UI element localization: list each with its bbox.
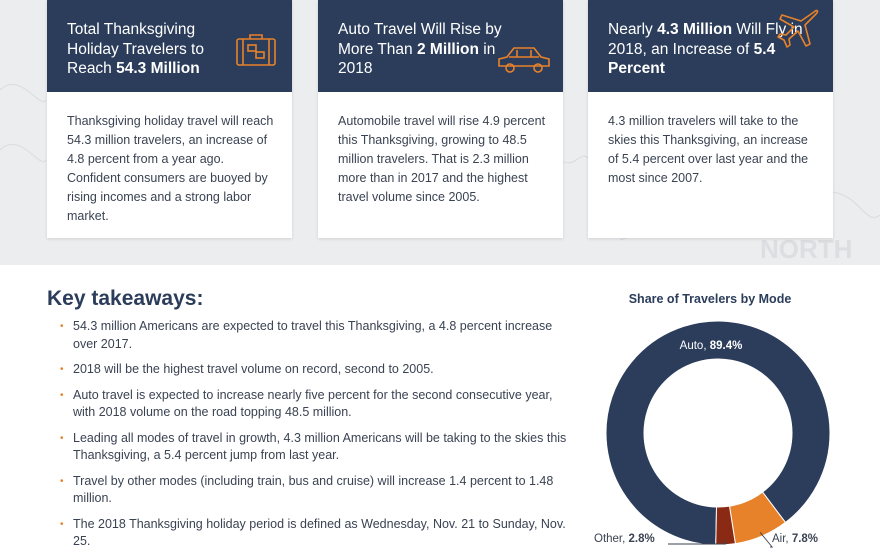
- card-header: Nearly 4.3 Million Will Fly in 2018, an …: [588, 0, 833, 92]
- card-title-text: Auto Travel Will Rise by More Than: [338, 21, 502, 58]
- card-body: 4.3 million travelers will take to the s…: [588, 92, 833, 238]
- leader-line-other: [668, 540, 726, 545]
- card-title-text: Nearly: [608, 21, 658, 38]
- car-icon: [496, 44, 552, 82]
- card-title-highlight: 4.3 Million: [657, 21, 733, 38]
- card-title-text: Total Thanksgiving Holiday Travelers to …: [67, 21, 204, 77]
- list-item: 54.3 million Americans are expected to t…: [60, 318, 570, 353]
- luggage-icon: [234, 33, 278, 73]
- data-label-other: Other, 2.8%: [594, 533, 655, 545]
- card-title-highlight: 2 Million: [416, 40, 479, 58]
- card-title: Auto Travel Will Rise by More Than 2 Mil…: [338, 20, 513, 79]
- data-label-air: Air, 7.8%: [772, 533, 818, 545]
- donut-slice-other: [715, 505, 736, 546]
- chart-title: Share of Travelers by Mode: [628, 292, 792, 306]
- card-total-travelers: Total Thanksgiving Holiday Travelers to …: [47, 0, 292, 238]
- card-title-highlight-2: 5.4 Percent: [608, 40, 776, 78]
- card-title-text-mid: Will Fly in 2018, an Increase of: [608, 21, 803, 58]
- list-item: Auto travel is expected to increase near…: [60, 387, 570, 422]
- card-body: Thanksgiving holiday travel will reach 5…: [47, 92, 292, 238]
- card-body: Automobile travel will rise 4.9 percent …: [318, 92, 563, 238]
- leader-line-air: [759, 532, 774, 548]
- list-item: Travel by other modes (including train, …: [60, 473, 570, 508]
- donut-slice-auto: [605, 320, 831, 546]
- airplane-icon: [774, 6, 820, 58]
- list-item: Leading all modes of travel in growth, 4…: [60, 430, 570, 465]
- card-air-travel: Nearly 4.3 Million Will Fly in 2018, an …: [588, 0, 833, 238]
- card-title-highlight: 54.3 Million: [116, 60, 200, 77]
- card-title-suffix: in 2018: [338, 40, 496, 78]
- data-label-auto: Auto, 89.4%: [680, 340, 743, 352]
- card-auto-travel: Auto Travel Will Rise by More Than 2 Mil…: [318, 0, 563, 238]
- background-north-text: NORTH: [760, 234, 852, 264]
- card-header: Total Thanksgiving Holiday Travelers to …: [47, 0, 292, 92]
- list-item: 2018 will be the highest travel volume o…: [60, 361, 570, 379]
- card-header: Auto Travel Will Rise by More Than 2 Mil…: [318, 0, 563, 92]
- card-title: Total Thanksgiving Holiday Travelers to …: [67, 20, 242, 79]
- key-takeaways-heading: Key takeaways:: [47, 287, 204, 310]
- list-item: The 2018 Thanksgiving holiday period is …: [60, 516, 570, 551]
- donut-slice-air: [728, 491, 787, 545]
- key-takeaways-list: 54.3 million Americans are expected to t…: [60, 318, 570, 559]
- card-title: Nearly 4.3 Million Will Fly in 2018, an …: [608, 20, 808, 79]
